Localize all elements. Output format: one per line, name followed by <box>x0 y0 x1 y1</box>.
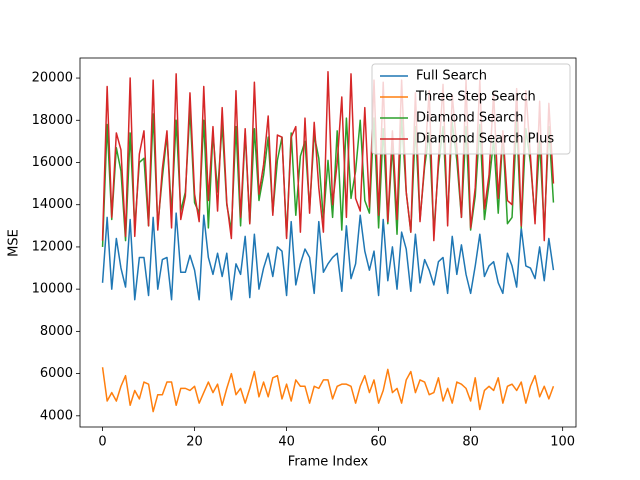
x-tick-label: 100 <box>550 435 575 450</box>
legend-box <box>371 63 571 155</box>
y-tick-label: 20000 <box>32 71 73 86</box>
y-tick-label: 8000 <box>40 324 73 339</box>
y-tick-label: 16000 <box>32 155 73 170</box>
series-line <box>101 212 555 301</box>
x-axis-label: Frame Index <box>288 455 369 470</box>
x-tick-label: 20 <box>186 435 203 450</box>
x-tick-label: 0 <box>98 435 106 450</box>
legend-label: Diamond Search Plus <box>416 132 554 147</box>
y-tick-label: 4000 <box>40 408 73 423</box>
plot-frame <box>79 57 577 428</box>
x-tick-label: 60 <box>370 435 387 450</box>
series-line <box>101 367 555 413</box>
legend-label: Full Search <box>416 69 487 84</box>
legend: Full Search Three Step Search Diamond Sear… <box>371 63 571 155</box>
x-tick-label: 40 <box>278 435 295 450</box>
y-tick-label: 14000 <box>32 197 73 212</box>
legend-label: Three Step Search <box>415 90 536 105</box>
y-tick-label: 6000 <box>40 366 73 381</box>
y-tick-label: 18000 <box>32 113 73 128</box>
y-axis-label: MSE <box>7 229 22 257</box>
y-tick-label: 10000 <box>32 282 73 297</box>
legend-label: Diamond Search <box>416 111 524 126</box>
x-tick-label: 80 <box>462 435 479 450</box>
y-tick-label: 12000 <box>32 239 73 254</box>
